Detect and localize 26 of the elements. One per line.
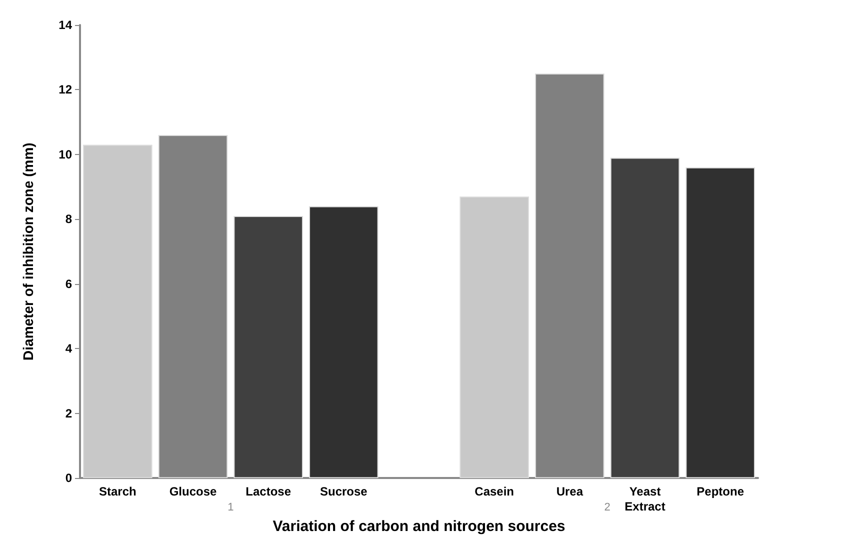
text: 1 xyxy=(228,502,234,514)
text: 2 xyxy=(604,502,610,514)
bar xyxy=(234,216,303,478)
x-tick-label: Starch xyxy=(98,484,136,499)
bar xyxy=(83,144,152,478)
bar xyxy=(309,206,378,478)
x-tick-label: Peptone xyxy=(696,484,744,499)
y-tick-label: 2 xyxy=(65,406,72,420)
y-tick-label: 12 xyxy=(58,82,72,97)
y-tick-label: 4 xyxy=(65,342,72,356)
bar xyxy=(686,167,755,478)
y-axis-title: Diameter of inhibition zone (mm) xyxy=(20,142,36,360)
x-tick-label: Yeast Extract xyxy=(624,484,666,514)
y-tick-label: 14 xyxy=(58,18,72,32)
y-tick-label: 10 xyxy=(58,147,72,162)
x-axis-title: Variation of carbon and nitrogen sources xyxy=(272,518,566,535)
x-tick-label: Casein xyxy=(474,484,514,499)
bar xyxy=(610,158,680,478)
x-tick-label: Glucose xyxy=(169,484,217,499)
x-tick-label: Lactose xyxy=(246,484,292,499)
y-tick-label: 0 xyxy=(65,471,72,486)
y-tick-label: 8 xyxy=(65,212,72,226)
x-tick-label: Urea xyxy=(556,484,584,499)
x-tick-label: Sucrose xyxy=(320,484,368,499)
bar xyxy=(460,196,529,478)
y-tick-label: 6 xyxy=(65,276,72,291)
